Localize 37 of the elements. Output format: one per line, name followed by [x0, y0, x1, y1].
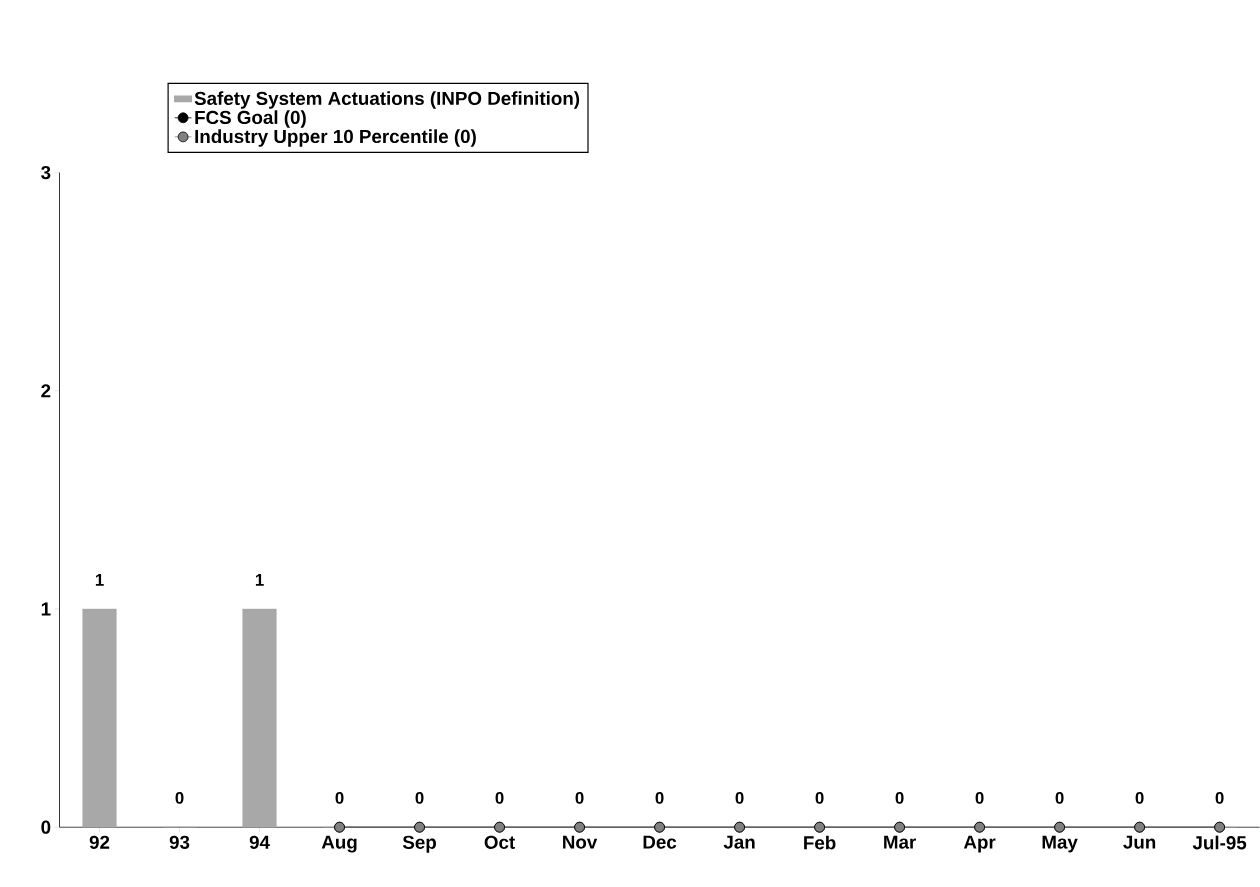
data-label: 0: [1215, 792, 1224, 805]
x-tick-label: May: [1042, 835, 1078, 853]
data-label: 0: [495, 792, 504, 805]
data-label: 0: [575, 792, 584, 805]
y-tick-label: 3: [41, 166, 51, 180]
data-label: 0: [975, 792, 984, 805]
x-tick-label: 92: [89, 835, 110, 850]
legend-label: Safety System Actuations (INPO Definition): [194, 91, 580, 109]
data-label: 0: [735, 792, 744, 805]
x-tick-label: Dec: [643, 835, 677, 849]
data-label: 0: [1135, 792, 1144, 805]
legend-label: FCS Goal (0): [195, 110, 306, 128]
data-label: 0: [1055, 792, 1064, 805]
x-tick-label: Jan: [723, 835, 755, 849]
y-tick-label: 1: [41, 602, 51, 616]
x-tick-label: Oct: [484, 835, 515, 850]
data-label: 0: [655, 792, 664, 805]
data-label: 1: [255, 574, 264, 586]
data-label: 0: [895, 792, 904, 805]
y-tick-label: 2: [41, 384, 51, 398]
x-tick-label: Mar: [884, 835, 916, 849]
y-tick-label: 0: [41, 820, 51, 834]
x-tick-label: Feb: [804, 835, 836, 850]
data-label: 0: [415, 792, 424, 805]
x-tick-label: Aug: [321, 835, 357, 853]
x-tick-label: Nov: [563, 835, 598, 849]
x-tick-label: Apr: [963, 835, 996, 853]
data-label: 0: [175, 792, 184, 805]
x-tick-label: 94: [249, 835, 270, 850]
data-label: 0: [335, 792, 344, 805]
x-tick-label: Jun: [1123, 835, 1156, 849]
data-label: 1: [95, 574, 104, 586]
x-tick-label: Jul-95: [1192, 835, 1247, 850]
legend-label: Industry Upper 10 Percentile (0): [195, 129, 476, 147]
x-tick-label: Sep: [402, 835, 436, 853]
data-label: 0: [815, 792, 824, 805]
x-tick-label: 93: [169, 835, 190, 850]
